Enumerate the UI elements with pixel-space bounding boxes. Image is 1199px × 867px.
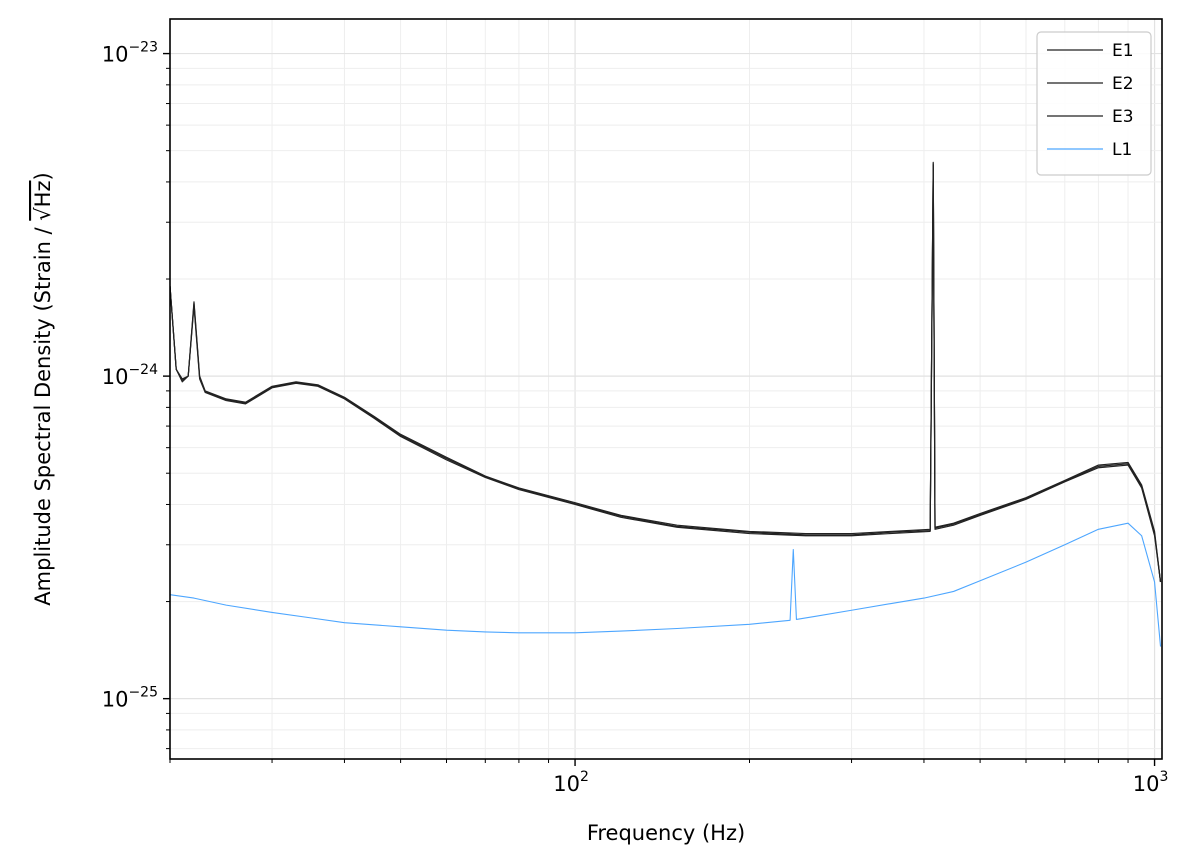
legend-label-e3: E3 xyxy=(1112,107,1134,127)
y-tick-label: 10−25 xyxy=(102,685,158,712)
plot-area xyxy=(169,18,1163,760)
x-tick-label: 103 xyxy=(1133,769,1169,796)
y-axis-label-suffix: ) xyxy=(31,172,55,180)
plot-background xyxy=(170,19,1162,759)
legend-box xyxy=(1036,31,1152,176)
legend-label-e1: E1 xyxy=(1112,41,1134,61)
y-axis-label-sqrt-hz: √Hz xyxy=(31,180,55,220)
legend-label-e2: E2 xyxy=(1112,74,1134,94)
y-tick-label: 10−23 xyxy=(102,40,158,67)
x-axis-label: Frequency (Hz) xyxy=(587,821,745,845)
legend: E1 E2 E3 L1 xyxy=(1036,31,1152,176)
series-line-l1 xyxy=(170,522,1162,647)
y-axis-label-prefix: Amplitude Spectral Density (Strain / xyxy=(31,221,55,606)
legend-label-l1: L1 xyxy=(1112,140,1132,160)
x-axis-ticks: 102 103 xyxy=(169,759,1169,796)
plot-frame xyxy=(169,18,1163,760)
series-line-e2 xyxy=(170,164,1162,583)
grid xyxy=(169,19,1162,759)
y-axis-ticks: 10−25 10−24 10−23 xyxy=(102,40,170,750)
y-tick-label: 10−24 xyxy=(102,362,158,389)
series-layer xyxy=(170,161,1162,647)
y-axis-label: Amplitude Spectral Density (Strain / √Hz… xyxy=(31,172,55,605)
series-line-e3 xyxy=(170,163,1162,583)
x-tick-label: 102 xyxy=(553,769,589,796)
